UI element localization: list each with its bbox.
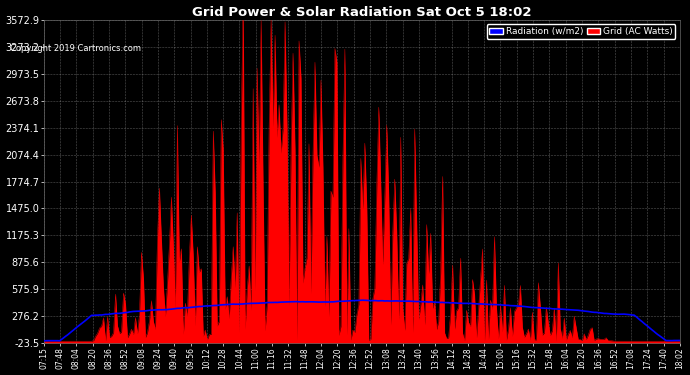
Title: Grid Power & Solar Radiation Sat Oct 5 18:02: Grid Power & Solar Radiation Sat Oct 5 1… <box>192 6 531 18</box>
Legend: Radiation (w/m2), Grid (AC Watts): Radiation (w/m2), Grid (AC Watts) <box>486 24 676 39</box>
Text: Copyright 2019 Cartronics.com: Copyright 2019 Cartronics.com <box>10 44 141 52</box>
